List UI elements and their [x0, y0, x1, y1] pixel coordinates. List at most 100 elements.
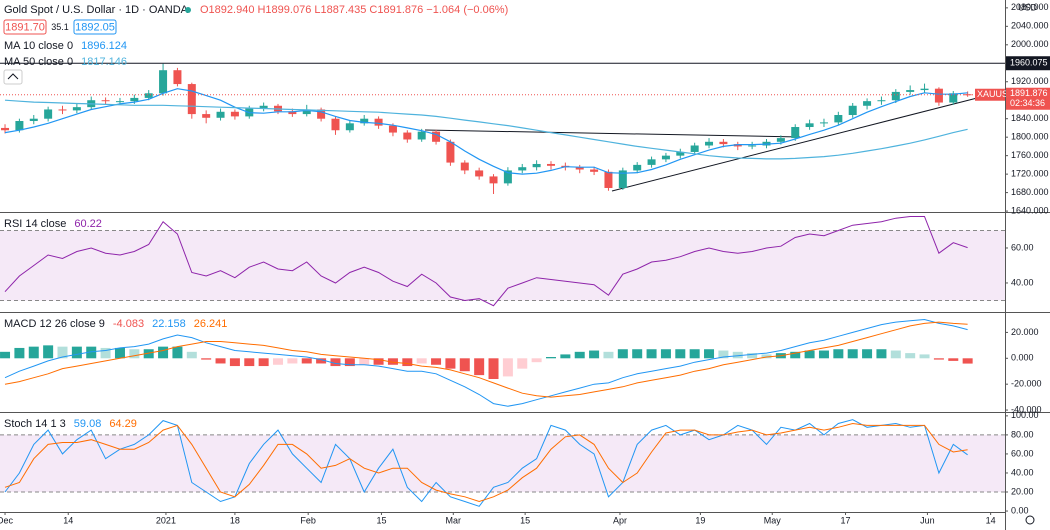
symbol-tag — [975, 88, 1005, 101]
histogram-bar — [158, 346, 169, 359]
candle-body — [590, 169, 599, 172]
histogram-bar — [804, 350, 815, 359]
candle-body — [15, 121, 24, 131]
band-fill — [0, 230, 1005, 301]
band-fill — [0, 434, 1005, 493]
candle-body — [819, 122, 828, 124]
collapse-button[interactable] — [3, 69, 23, 85]
candle-body — [575, 167, 584, 170]
candle-body — [173, 70, 182, 85]
histogram-bar — [330, 358, 341, 367]
histogram-bar — [617, 349, 628, 359]
histogram-bar — [488, 358, 499, 379]
histogram-bar — [474, 358, 485, 376]
histogram-bar — [0, 351, 11, 359]
candle-body — [705, 141, 714, 146]
candle-body — [949, 93, 958, 103]
settings-icon[interactable] — [1025, 515, 1035, 525]
ask-price[interactable]: 1892.05 — [75, 21, 115, 33]
histogram-bar — [387, 358, 398, 365]
y-tick-label: 20.000 — [1011, 327, 1039, 337]
indicator-value: 26.241 — [194, 318, 228, 330]
candle-body — [317, 109, 326, 119]
indicator-value: 59.08 — [74, 418, 102, 430]
histogram-bar — [718, 350, 729, 359]
candle-body — [791, 127, 800, 139]
hline-label: 1960.075 — [1010, 58, 1048, 68]
y-tick-label: 100.00 — [1011, 410, 1039, 420]
x-tick-label: 15 — [376, 515, 386, 525]
candle-body — [360, 118, 369, 124]
candle-body — [532, 163, 541, 168]
histogram-bar — [172, 346, 183, 359]
histogram-bar — [71, 346, 82, 359]
candle-body — [115, 101, 124, 103]
x-tick-label: 14 — [63, 515, 73, 525]
candle-body — [345, 123, 354, 131]
candle-body — [748, 145, 757, 147]
x-tick-label: May — [764, 515, 782, 525]
x-tick-label: 2021 — [156, 515, 176, 525]
candle-body — [216, 111, 225, 118]
histogram-bar — [747, 353, 758, 359]
indicator-line — [4, 216, 968, 307]
market-status — [185, 7, 191, 13]
candle-body — [906, 90, 915, 92]
ask-box[interactable] — [73, 19, 117, 35]
indicator-title: MACD 12 26 close 9 — [4, 318, 105, 330]
histogram-bar — [545, 357, 556, 359]
hline-label-box — [1006, 56, 1050, 71]
y-tick-label: 2080.000 — [1011, 2, 1049, 12]
y-tick-label: 60.00 — [1011, 448, 1034, 458]
x-tick-label: 19 — [695, 515, 705, 525]
histogram-bar — [574, 351, 585, 359]
candle-body — [676, 151, 685, 156]
candle-body — [72, 107, 81, 111]
bid-price[interactable]: 1891.70 — [5, 21, 45, 33]
histogram-bar — [229, 358, 240, 367]
indicator-line — [4, 419, 968, 507]
histogram-bar — [862, 349, 873, 359]
y-tick-label: 1840.000 — [1011, 113, 1049, 123]
histogram-bar — [560, 354, 571, 359]
candle-body — [963, 94, 972, 96]
candle-body — [58, 109, 67, 111]
histogram-bar — [919, 354, 930, 359]
histogram-bar — [962, 358, 973, 364]
histogram-bar — [114, 347, 125, 359]
last-price-box — [1006, 87, 1050, 110]
indicator-title: Stoch 14 1 3 — [4, 418, 66, 430]
x-tick-label: 14 — [986, 515, 996, 525]
y-tick-label: 0.00 — [1011, 505, 1029, 515]
candle-body — [618, 170, 627, 188]
x-tick-label: Feb — [300, 515, 316, 525]
histogram-bar — [201, 358, 212, 360]
candle-body — [159, 70, 168, 94]
histogram-bar — [57, 346, 68, 359]
symbol-tag-label: XAUUSD — [977, 89, 1015, 99]
candle-body — [29, 118, 38, 122]
collapse-icon[interactable] — [7, 73, 19, 80]
bid-box[interactable] — [3, 19, 47, 35]
histogram-bar — [287, 358, 298, 364]
indicator-line — [4, 422, 968, 503]
candle-body — [661, 155, 670, 160]
candle-body — [187, 84, 196, 115]
candle-body — [288, 111, 297, 115]
symbol-title: Gold Spot / U.S. Dollar · 1D · OANDA — [4, 4, 189, 16]
ma-legend-value: 1817.146 — [81, 56, 127, 68]
histogram-bar — [43, 345, 54, 359]
indicator-value: 60.22 — [74, 218, 102, 230]
histogram-bar — [502, 358, 513, 377]
candle-body — [374, 118, 383, 126]
histogram-bar — [28, 346, 39, 359]
histogram-bar — [948, 358, 959, 361]
indicator-title: RSI 14 close — [4, 218, 66, 230]
candle-body — [144, 93, 153, 98]
candle-body — [202, 114, 211, 118]
ma-legend-name: MA 50 close 0 — [4, 56, 73, 68]
histogram-bar — [186, 351, 197, 359]
x-tick-label: 15 — [520, 515, 530, 525]
currency-label[interactable]: USD — [1018, 2, 1038, 12]
histogram-bar — [359, 358, 370, 365]
